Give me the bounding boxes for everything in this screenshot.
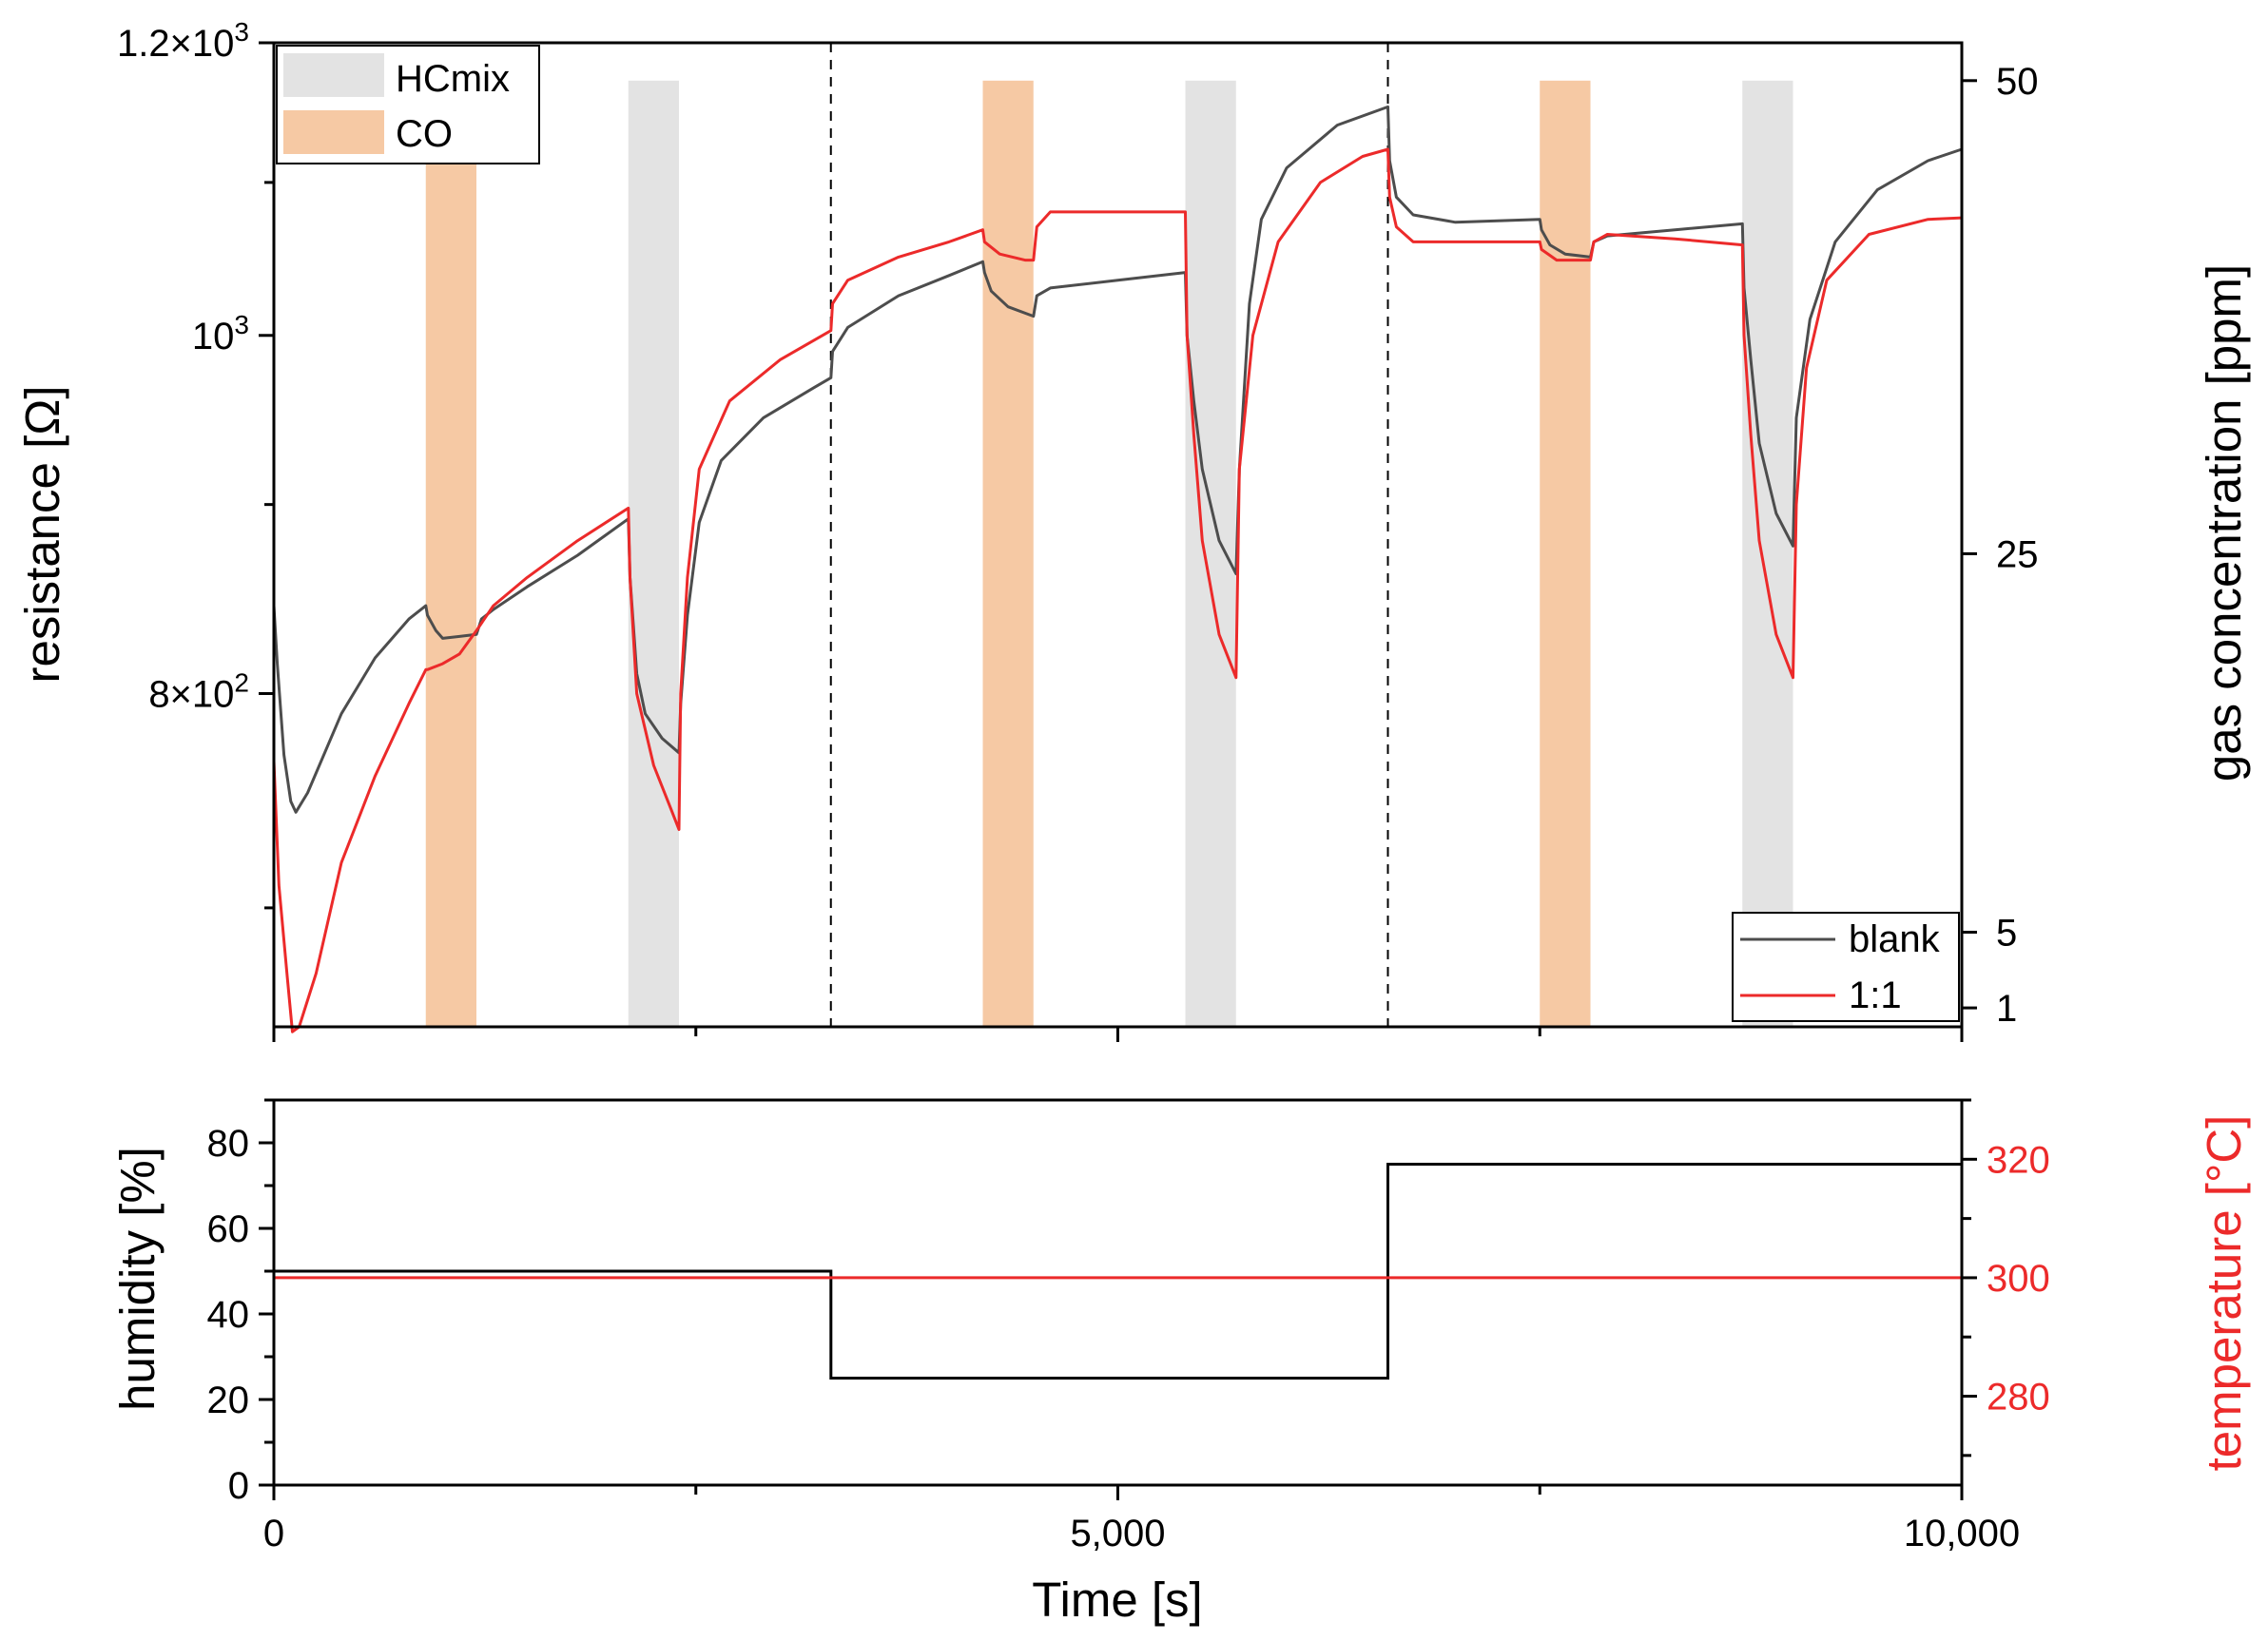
hcmix-pulse-band-4 (1185, 80, 1236, 1028)
resistance-series (272, 105, 1963, 1033)
co-legend-label: CO (396, 113, 453, 155)
time-axis-label: Time [s] (1032, 1573, 1202, 1627)
gas-legend: HCmix CO (276, 45, 540, 164)
series-legend-box (1732, 912, 1960, 1022)
resistance-tick-label-1000: 103 (192, 310, 249, 357)
humidity-tick-label-80: 80 (207, 1123, 250, 1165)
concentration-tick-label-50: 50 (1996, 61, 2039, 103)
concentration-y-ticks: 1 5 25 50 (1962, 61, 2039, 1030)
x-tick-label-10000: 10,000 (1904, 1513, 2020, 1554)
temperature-tick-label-300: 300 (1987, 1258, 2050, 1300)
conditions-series (274, 1163, 1962, 1380)
resistance-plot-frame (272, 41, 1964, 1029)
bottom-x-ticks: 0 5,000 10,000 (263, 1485, 2020, 1554)
temperature-tick-label-320: 320 (1987, 1139, 2050, 1181)
series-legend: blank 1:1 (1732, 912, 1960, 1022)
humidity-axis-label: humidity [%] (110, 1147, 165, 1411)
ratio-legend-label: 1:1 (1849, 975, 1902, 1016)
resistance-y-ticks: 8×102 103 1.2×103 (117, 17, 274, 910)
humidity-tick-label-40: 40 (207, 1294, 250, 1336)
resistance-panel: 8×102 103 1.2×103 1 5 25 50 HCmix CO blank 1:… (15, 17, 2251, 1042)
resistance-tick-label-800: 8×102 (148, 667, 249, 715)
hcmix-pulse-band-2 (628, 80, 679, 1028)
gas-pulse-bands (425, 80, 1793, 1028)
concentration-tick-label-1: 1 (1996, 988, 2017, 1030)
humidity-y-ticks: 0 20 40 60 80 (207, 1098, 274, 1507)
hcmix-legend-label: HCmix (396, 58, 510, 100)
co-pulse-band-3 (982, 80, 1034, 1028)
phase-boundary-lines (829, 43, 1389, 1027)
humidity-tick-label-20: 20 (207, 1380, 250, 1421)
hcmix-pulse-band-6 (1742, 80, 1793, 1028)
x-tick-label-5000: 5,000 (1070, 1513, 1165, 1554)
co-legend-swatch (283, 110, 384, 154)
resistance-axis-label: resistance [Ω] (15, 385, 69, 683)
co-pulse-band-5 (1540, 80, 1591, 1028)
humidity-line (274, 1163, 1962, 1380)
top-x-ticks (272, 1027, 1964, 1042)
humidity-tick-label-60: 60 (207, 1208, 250, 1250)
temperature-tick-label-280: 280 (1987, 1377, 2050, 1419)
concentration-tick-label-5: 5 (1996, 912, 2017, 954)
resistance-tick-label-1200: 1.2×103 (117, 17, 249, 65)
conditions-panel: 0 5,000 10,000 0 20 40 60 80 280 300 320 humidit… (110, 1098, 2251, 1554)
blank-legend-label: blank (1849, 918, 1941, 960)
conditions-plot-frame (272, 1098, 1964, 1487)
temperature-axis-label: temperature [°C] (2197, 1115, 2251, 1472)
x-tick-label-0: 0 (263, 1513, 284, 1554)
concentration-tick-label-25: 25 (1996, 533, 2039, 575)
ratio-1-1-resistance-line (272, 147, 1963, 1033)
hcmix-legend-swatch (283, 53, 384, 97)
humidity-tick-label-0: 0 (228, 1465, 249, 1507)
temperature-y-ticks: 280 300 320 (1962, 1098, 2050, 1458)
co-pulse-band-1 (425, 80, 476, 1028)
concentration-axis-label: gas concentration [ppm] (2197, 264, 2251, 782)
